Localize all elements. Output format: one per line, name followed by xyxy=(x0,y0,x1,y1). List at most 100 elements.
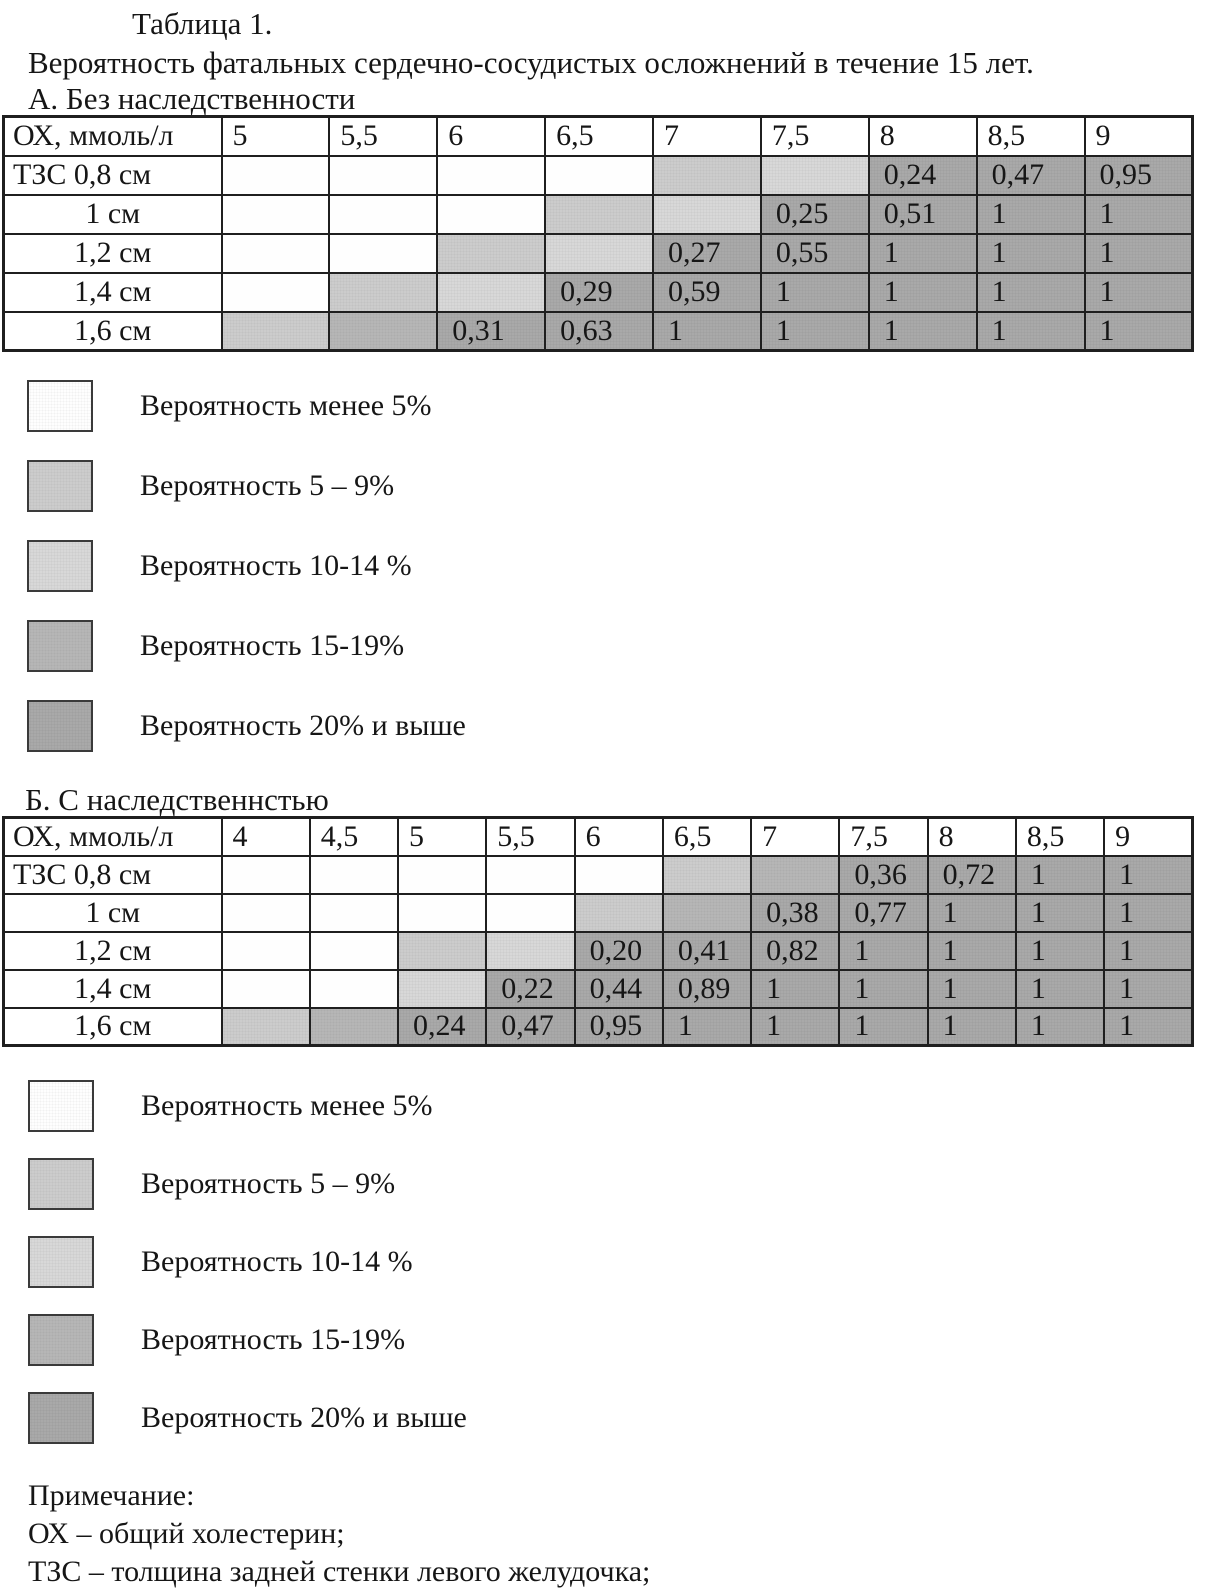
risk-value-cell: 1 xyxy=(867,271,978,313)
risk-value-cell: 1 xyxy=(1083,232,1194,274)
risk-value-cell: 0,72 xyxy=(926,854,1017,895)
risk-value-cell: 0,36 xyxy=(838,854,929,895)
legend-a: Вероятность менее 5% Вероятность 5 – 9% … xyxy=(27,380,1206,752)
table-row: ТЗС 0,8 см 0,24 0,47 0,95 xyxy=(2,154,1194,196)
table-row: ТЗС 0,8 см 0,36 0,72 1 1 xyxy=(2,854,1194,895)
risk-value-cell: 0,82 xyxy=(750,930,841,971)
note-line: ОХ – общий холестерин; xyxy=(28,1517,345,1550)
legend-label: Вероятность 15-19% xyxy=(140,629,405,662)
legend-swatch-level-4 xyxy=(27,620,93,672)
risk-shade-cell xyxy=(436,193,547,235)
row-label: 1 см xyxy=(2,193,223,235)
legend-swatch-level-3 xyxy=(27,540,93,592)
risk-shade-cell xyxy=(328,232,439,274)
risk-shade-cell xyxy=(652,154,762,196)
legend-swatch-level-2 xyxy=(27,460,93,512)
risk-shade-cell xyxy=(220,193,331,235)
table-row: 1 см 0,25 0,51 1 1 xyxy=(2,193,1194,235)
notes: Примечание: ОХ – общий холестерин; ТЗС –… xyxy=(28,1477,1206,1591)
row-label: 1 см xyxy=(2,892,223,933)
risk-shade-cell xyxy=(308,930,400,971)
risk-value-cell: 1 xyxy=(838,968,929,1009)
table-row: 1 см 0,38 0,77 1 1 1 xyxy=(2,892,1194,933)
risk-value-cell: 1 xyxy=(975,271,1086,313)
legend-b: Вероятность менее 5% Вероятность 5 – 9% … xyxy=(28,1080,1206,1444)
row-label: ТЗС 0,8 см xyxy=(2,854,223,895)
risk-value-cell: 0,44 xyxy=(573,968,664,1009)
risk-value-cell: 1 xyxy=(838,1006,929,1047)
risk-shade-cell xyxy=(759,154,870,196)
risk-shade-cell xyxy=(220,968,311,1009)
risk-value-cell: 0,95 xyxy=(1083,154,1194,196)
risk-shade-cell xyxy=(397,854,488,895)
risk-shade-cell xyxy=(308,854,400,895)
risk-value-cell: 0,24 xyxy=(397,1006,488,1047)
risk-shade-cell xyxy=(328,154,439,196)
risk-value-cell: 1 xyxy=(926,930,1017,971)
risk-shade-cell xyxy=(220,154,331,196)
header-row: ОХ, ммоль/л 4 4,5 5 5,5 6 6,5 7 7,5 8 8,5 9 xyxy=(2,816,1194,857)
risk-shade-cell xyxy=(750,854,841,895)
legend-label: Вероятность 5 – 9% xyxy=(141,1167,396,1200)
risk-value-cell: 0,38 xyxy=(750,892,841,933)
risk-shade-cell xyxy=(397,892,488,933)
risk-value-cell: 1 xyxy=(759,271,870,313)
risk-shade-cell xyxy=(220,854,311,895)
risk-value-cell: 0,55 xyxy=(759,232,870,274)
col-header: 4,5 xyxy=(308,816,400,857)
table-row: 1,2 см 0,20 0,41 0,82 1 1 1 1 xyxy=(2,930,1194,971)
risk-shade-cell xyxy=(328,310,439,352)
risk-value-cell: 0,95 xyxy=(573,1006,664,1047)
document-page: Таблица 1. Вероятность фатальных сердечн… xyxy=(0,4,1206,1591)
corner-header: ОХ, ммоль/л xyxy=(2,816,223,857)
legend-swatch-level-5 xyxy=(28,1392,94,1444)
risk-shade-cell xyxy=(308,968,400,1009)
col-header: 7 xyxy=(652,115,762,157)
risk-shade-cell xyxy=(661,854,753,895)
risk-value-cell: 1 xyxy=(750,968,841,1009)
row-label: ТЗС 0,8 см xyxy=(2,154,223,196)
risk-value-cell: 0,27 xyxy=(652,232,762,274)
legend-label: Вероятность 10-14 % xyxy=(141,1245,413,1278)
risk-value-cell: 0,20 xyxy=(573,930,664,971)
risk-value-cell: 1 xyxy=(1014,892,1106,933)
risk-shade-cell xyxy=(485,892,576,933)
legend-swatch-level-1 xyxy=(28,1080,94,1132)
legend-item: Вероятность 10-14 % xyxy=(28,1236,1206,1288)
legend-label: Вероятность 10-14 % xyxy=(140,549,412,582)
risk-value-cell: 0,77 xyxy=(838,892,929,933)
col-header: 8,5 xyxy=(1014,816,1106,857)
section-a-heading: А. Без наследственности xyxy=(28,81,356,116)
risk-shade-cell xyxy=(436,154,547,196)
risk-value-cell: 1 xyxy=(1083,193,1194,235)
header-row: ОХ, ммоль/л 5 5,5 6 6,5 7 7,5 8 8,5 9 xyxy=(2,115,1194,157)
col-header: 5,5 xyxy=(328,115,439,157)
risk-value-cell: 0,24 xyxy=(867,154,978,196)
page-subtitle: Вероятность фатальных сердечно-сосудисты… xyxy=(28,45,1034,80)
risk-value-cell: 0,25 xyxy=(759,193,870,235)
risk-value-cell: 1 xyxy=(867,232,978,274)
risk-value-cell: 1 xyxy=(759,310,870,352)
risk-value-cell: 0,63 xyxy=(544,310,654,352)
risk-shade-cell xyxy=(573,892,664,933)
col-header: 7 xyxy=(750,816,841,857)
risk-value-cell: 1 xyxy=(926,968,1017,1009)
row-label: 1,6 см xyxy=(2,310,223,352)
row-label: 1,4 см xyxy=(2,968,223,1009)
legend-label: Вероятность 15-19% xyxy=(141,1323,406,1356)
col-header: 6,5 xyxy=(661,816,753,857)
legend-item: Вероятность 10-14 % xyxy=(27,540,1206,592)
risk-value-cell: 1 xyxy=(1083,271,1194,313)
legend-swatch-level-5 xyxy=(27,700,93,752)
risk-value-cell: 1 xyxy=(926,1006,1017,1047)
risk-value-cell: 1 xyxy=(1014,1006,1106,1047)
note-line: ТЗС – толщина задней стенки левого желуд… xyxy=(28,1555,651,1588)
col-header: 4 xyxy=(220,816,311,857)
table-row: 1,6 см 0,31 0,63 1 1 1 1 1 xyxy=(2,310,1194,352)
risk-value-cell: 1 xyxy=(975,193,1086,235)
risk-shade-cell xyxy=(328,271,439,313)
risk-value-cell: 1 xyxy=(975,310,1086,352)
risk-shade-cell xyxy=(485,930,576,971)
risk-value-cell: 1 xyxy=(1083,310,1194,352)
col-header: 6 xyxy=(436,115,547,157)
